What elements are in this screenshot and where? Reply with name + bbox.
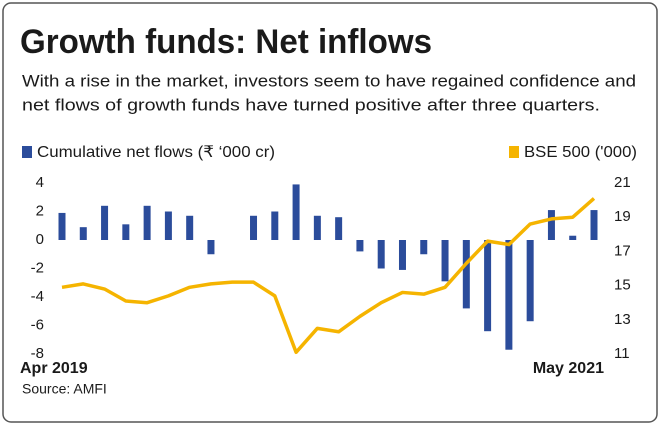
y-tick-label: 4 [36, 174, 44, 191]
line [61, 197, 596, 355]
y-tick-label: 0 [36, 231, 44, 248]
bar [377, 240, 385, 269]
subtitle: With a rise in the market, investors see… [22, 71, 636, 90]
y-tick-label: -4 [31, 288, 44, 305]
bar [164, 211, 172, 240]
y2-tick-label: 17 [614, 242, 631, 259]
legend-swatch [509, 146, 519, 158]
bar [505, 240, 513, 350]
x-tick-label: Apr 2019 [20, 360, 88, 377]
y2-tick-label: 19 [614, 208, 631, 225]
source: Source: AMFI [22, 381, 107, 397]
bar [101, 205, 109, 240]
bar [271, 211, 279, 240]
y2-tick-label: 11 [614, 345, 630, 362]
bar [526, 240, 534, 322]
x-tick-label: May 2021 [533, 360, 604, 377]
legend-label: BSE 500 ('000) [524, 144, 637, 161]
y-tick-label: -8 [31, 345, 44, 362]
y2-tick-label: 15 [614, 277, 631, 294]
bar [186, 215, 194, 240]
y2-tick-label: 13 [614, 311, 631, 328]
bar [462, 240, 470, 309]
legend-swatch [22, 146, 32, 158]
bar [547, 210, 555, 240]
y-tick-label: -6 [31, 316, 44, 333]
subtitle: net flows of growth funds have turned po… [22, 95, 600, 114]
bar [207, 240, 215, 255]
legend-label: Cumulative net flows (₹ ‘000 cr) [37, 144, 275, 161]
bar [420, 240, 428, 255]
bar [569, 235, 577, 240]
y-tick-label: 2 [36, 202, 44, 219]
bar [398, 240, 406, 270]
bar [250, 215, 258, 240]
bar [484, 240, 492, 332]
bar [292, 184, 300, 240]
bar [122, 224, 130, 240]
bar [313, 215, 321, 240]
bar [143, 205, 151, 240]
bar [590, 210, 598, 240]
bar [58, 212, 66, 240]
bar [79, 227, 87, 240]
y-tick-label: -2 [31, 259, 44, 276]
chart-title: Growth funds: Net inflows [20, 23, 432, 61]
bar [335, 217, 343, 240]
bar [441, 240, 449, 282]
y2-tick-label: 21 [614, 174, 631, 191]
bar [356, 240, 364, 252]
